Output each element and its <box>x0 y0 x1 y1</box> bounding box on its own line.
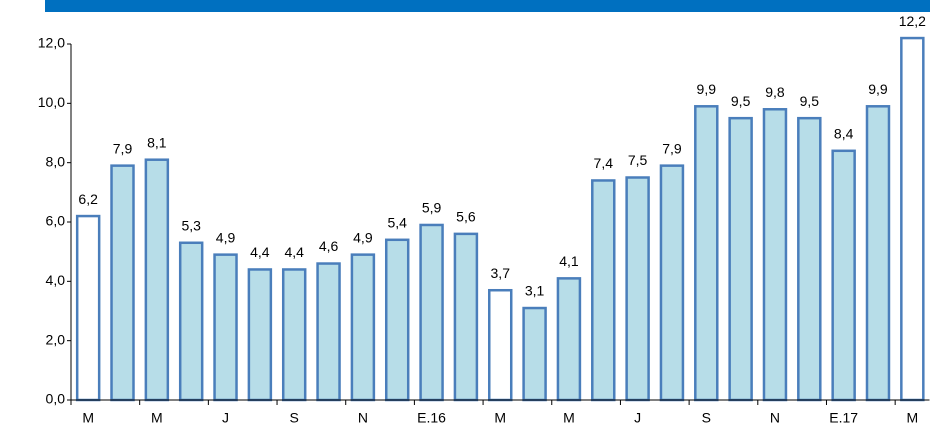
bar <box>762 108 788 402</box>
bar <box>591 179 616 402</box>
bar <box>865 105 891 402</box>
value-label: 9,8 <box>765 84 785 100</box>
value-label: 9,9 <box>697 81 717 97</box>
y-tick-label: 10,0 <box>38 94 65 110</box>
value-label: 7,5 <box>628 152 648 168</box>
y-tick-label: 8,0 <box>46 153 66 169</box>
bar <box>694 105 719 402</box>
value-label: 9,9 <box>868 81 888 97</box>
bar <box>522 306 547 402</box>
bar <box>247 268 273 402</box>
bar <box>110 164 135 402</box>
value-label: 5,4 <box>387 215 407 231</box>
x-tick-label: E.16 <box>417 410 446 426</box>
bar <box>316 262 341 402</box>
value-label: 6,2 <box>78 191 98 207</box>
value-label: 7,9 <box>662 140 682 156</box>
x-tick-label: M <box>82 410 94 426</box>
value-label: 4,4 <box>250 244 270 260</box>
x-tick-label: S <box>290 410 299 426</box>
bar <box>728 116 753 402</box>
bar <box>419 223 444 402</box>
x-tick-label: J <box>634 410 641 426</box>
bar <box>797 116 822 402</box>
value-label: 9,5 <box>731 93 751 109</box>
bar <box>213 253 238 402</box>
bar <box>350 253 376 402</box>
value-label: 5,9 <box>422 200 442 216</box>
value-label: 7,4 <box>594 155 614 171</box>
value-label: 8,1 <box>147 134 167 150</box>
value-label: 3,7 <box>491 265 511 281</box>
y-tick-label: 0,0 <box>46 391 66 407</box>
x-tick-label: M <box>494 410 506 426</box>
x-tick-label: M <box>151 410 163 426</box>
y-tick-label: 6,0 <box>46 213 66 229</box>
value-label: 4,9 <box>353 229 373 245</box>
value-label: 12,2 <box>899 13 926 29</box>
bar <box>453 232 479 402</box>
bar <box>900 36 925 402</box>
value-label: 3,1 <box>525 283 545 299</box>
value-label: 4,9 <box>216 229 236 245</box>
x-tick-label: M <box>906 410 918 426</box>
value-label: 7,9 <box>113 140 133 156</box>
x-tick-label: M <box>563 410 575 426</box>
bar <box>625 176 650 402</box>
bar <box>659 164 685 402</box>
x-tick-label: E.17 <box>829 410 858 426</box>
y-tick-label: 12,0 <box>38 35 65 51</box>
bar <box>144 158 170 402</box>
value-label: 4,1 <box>559 253 579 269</box>
value-label: 5,3 <box>181 217 201 233</box>
x-tick-label: J <box>222 410 229 426</box>
value-label: 9,5 <box>800 93 820 109</box>
x-tick-label: N <box>358 410 368 426</box>
value-label: 4,6 <box>319 238 339 254</box>
value-label: 4,4 <box>284 244 304 260</box>
value-label: 5,6 <box>456 209 476 225</box>
bar <box>556 277 582 402</box>
x-tick-label: N <box>770 410 780 426</box>
bar <box>178 241 204 402</box>
header-band <box>45 0 930 12</box>
y-tick-label: 2,0 <box>46 331 66 347</box>
bar <box>384 238 410 402</box>
value-label: 8,4 <box>834 126 854 142</box>
bar <box>488 288 513 402</box>
y-tick-label: 4,0 <box>46 272 66 288</box>
bar <box>831 149 856 402</box>
bar <box>75 214 101 402</box>
x-tick-label: S <box>702 410 711 426</box>
bar <box>281 268 307 402</box>
